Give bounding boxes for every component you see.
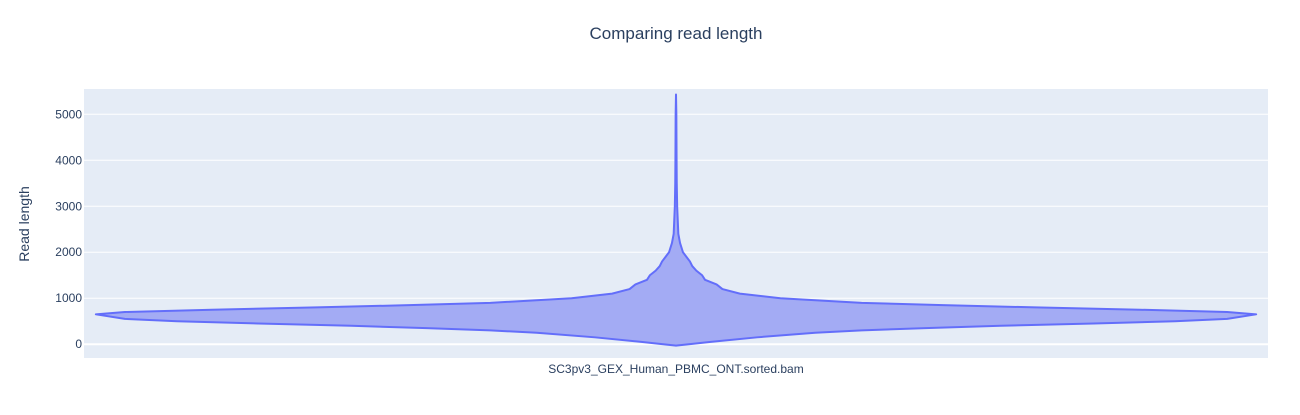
y-tick-label: 0	[75, 337, 82, 351]
violin-shape[interactable]	[94, 93, 1258, 347]
x-axis-ticks: SC3pv3_GEX_Human_PBMC_ONT.sorted.bam	[548, 362, 803, 376]
y-axis-label: Read length	[16, 186, 32, 262]
y-tick-label: 3000	[55, 199, 82, 213]
y-tick-label: 1000	[55, 291, 82, 305]
y-axis-ticks: 0 1000 2000 3000 4000 5000	[55, 107, 82, 351]
y-tick-label: 2000	[55, 245, 82, 259]
x-tick-label: SC3pv3_GEX_Human_PBMC_ONT.sorted.bam	[548, 362, 803, 376]
chart-title: Comparing read length	[590, 24, 763, 43]
y-tick-label: 4000	[55, 153, 82, 167]
violin-layer	[94, 93, 1258, 347]
y-tick-label: 5000	[55, 107, 82, 121]
